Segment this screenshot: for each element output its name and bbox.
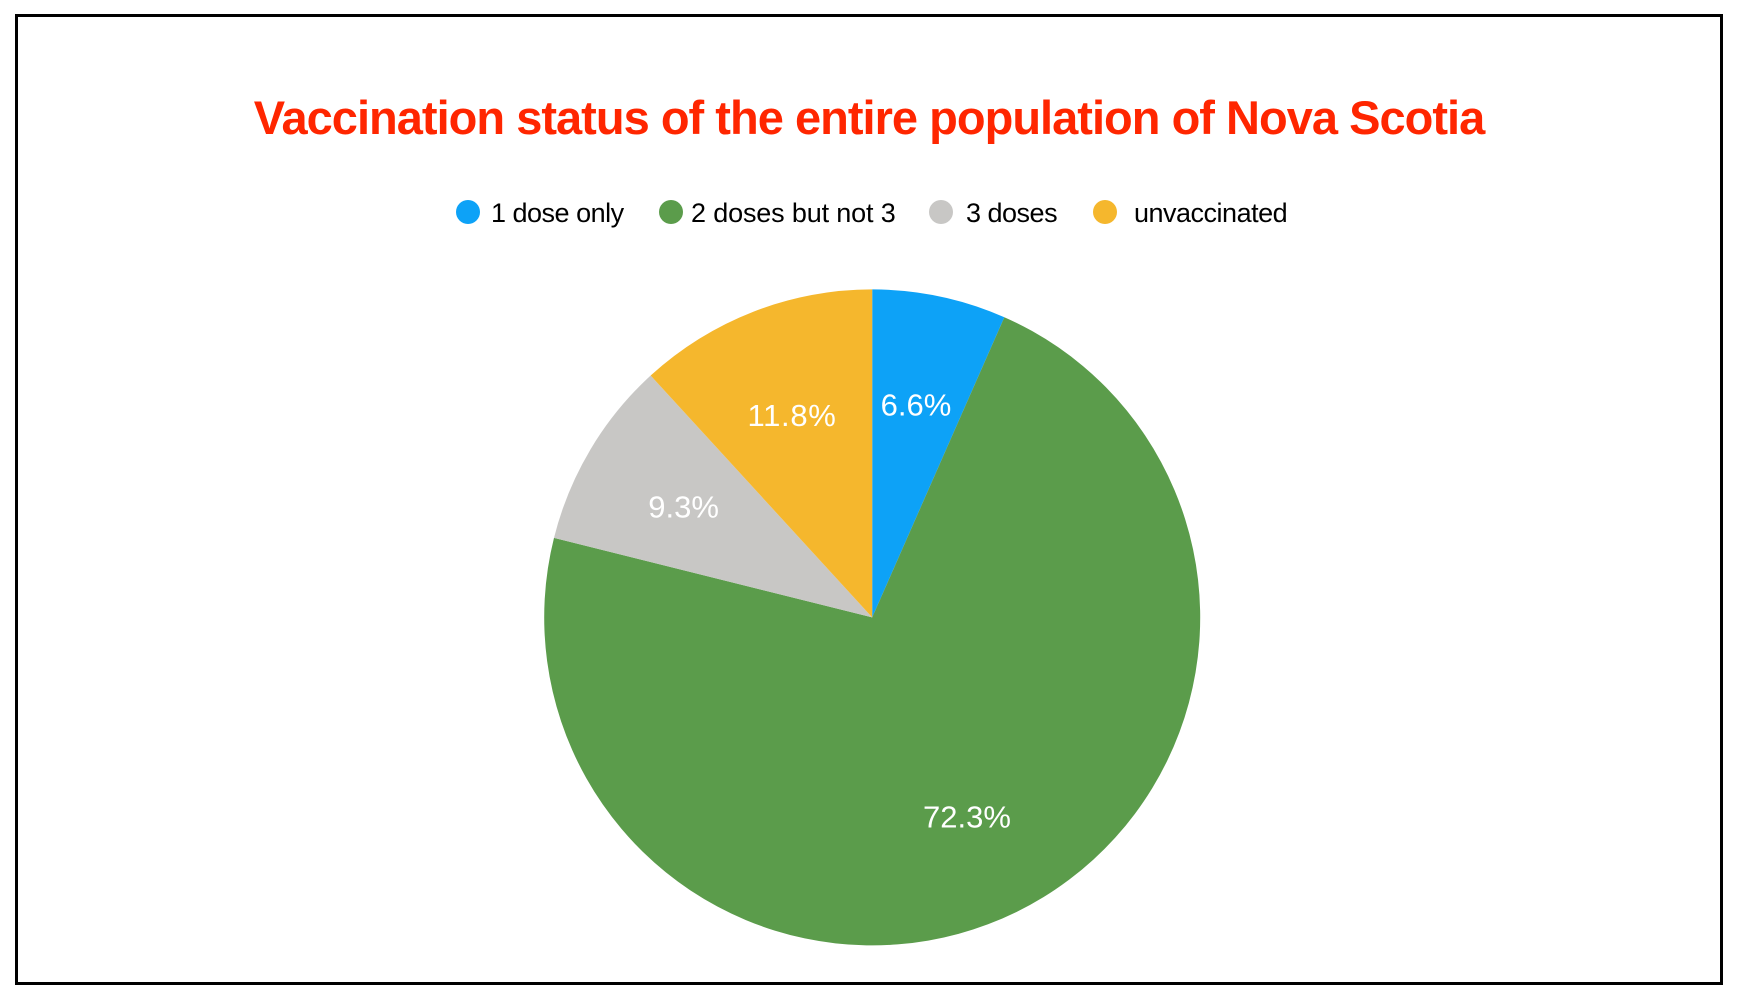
svg-text:72.3%: 72.3% xyxy=(923,799,1011,834)
svg-text:9.3%: 9.3% xyxy=(648,490,719,525)
svg-text:6.6%: 6.6% xyxy=(881,388,952,423)
svg-text:11.8%: 11.8% xyxy=(747,398,836,433)
